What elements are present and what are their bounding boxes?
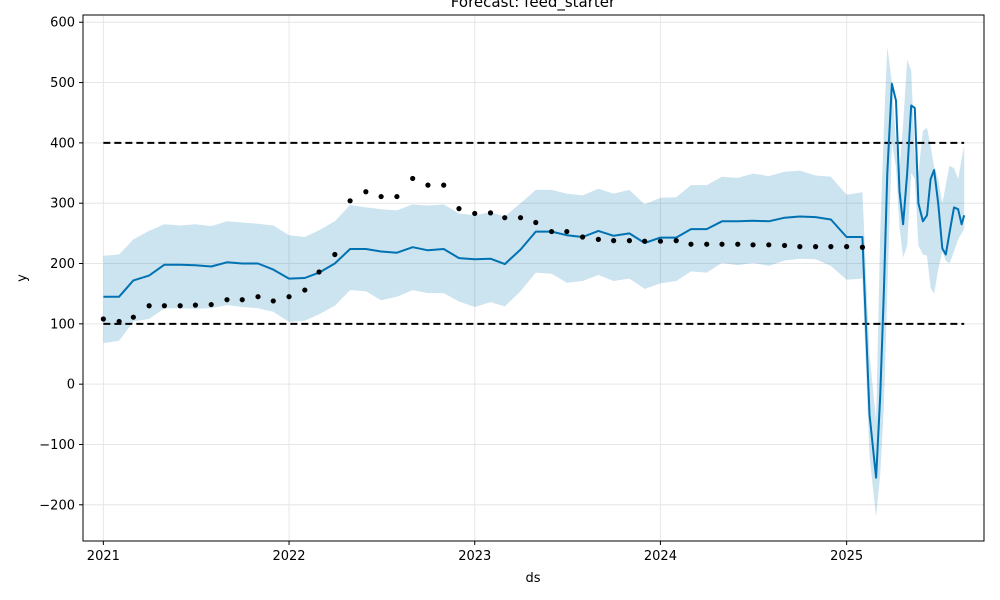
x-tick-label: 2023 (458, 549, 491, 564)
x-axis-ticks: 2021 2022 2023 2024 2025 (87, 541, 863, 564)
x-tick-label: 2025 (830, 549, 863, 564)
actual-point (626, 238, 632, 244)
x-tick-label: 2021 (87, 549, 120, 564)
y-tick-label: 300 (50, 197, 75, 212)
actual-point (332, 251, 338, 258)
actual-point (673, 238, 679, 244)
y-tick-label: 600 (50, 16, 75, 31)
chart-title: Forecast: feed_starter (451, 0, 616, 12)
actual-point (239, 297, 245, 303)
actual-point (548, 228, 555, 235)
y-tick-label: 100 (50, 317, 75, 332)
actual-point (425, 182, 431, 188)
actual-point (797, 244, 803, 250)
y-tick-label: 500 (50, 76, 75, 91)
y-axis-ticks: −200 −100 0 100 200 300 400 500 600 (39, 16, 83, 513)
actual-point (735, 241, 741, 247)
actual-point (844, 244, 850, 250)
actual-point (146, 303, 152, 309)
actual-point (394, 193, 400, 200)
actual-point (657, 238, 664, 244)
actual-point (130, 314, 136, 320)
actual-point (456, 206, 462, 212)
actual-point (517, 215, 524, 221)
actual-point (704, 241, 710, 247)
actual-point (255, 294, 261, 300)
actual-point (472, 210, 478, 217)
actual-point (441, 182, 447, 188)
actual-point (533, 219, 539, 226)
actual-point (378, 193, 384, 200)
actual-point (564, 228, 570, 235)
actual-point (688, 241, 694, 247)
actual-point (719, 241, 725, 247)
reference-lines (103, 141, 965, 325)
y-tick-label: 0 (67, 378, 75, 393)
actual-point (642, 238, 648, 244)
actual-point (208, 301, 214, 308)
actual-point (859, 244, 866, 250)
uncertainty-band (103, 46, 965, 517)
actual-point (781, 242, 788, 249)
actual-point (270, 298, 276, 304)
y-tick-label: −100 (39, 438, 75, 453)
y-axis-title: y (15, 274, 30, 282)
actual-point (611, 238, 617, 244)
actual-point (302, 287, 308, 293)
actual-point (595, 236, 601, 242)
actual-point (192, 302, 199, 308)
actual-point (224, 297, 230, 303)
actual-point (766, 242, 772, 248)
forecast-line (103, 82, 966, 479)
actual-point (161, 303, 168, 309)
actual-points (100, 175, 866, 325)
actual-point (316, 269, 322, 275)
x-axis-title: ds (525, 571, 540, 586)
y-tick-label: −200 (39, 498, 75, 513)
actual-point (116, 318, 122, 325)
y-tick-label: 200 (50, 257, 75, 272)
actual-point (410, 175, 416, 182)
x-tick-label: 2022 (272, 549, 305, 564)
actual-point (347, 198, 353, 204)
actual-point (750, 242, 756, 248)
actual-point (579, 234, 586, 240)
actual-point (487, 210, 494, 216)
actual-point (286, 294, 292, 300)
actual-point (363, 189, 369, 195)
actual-point (100, 316, 106, 322)
forecast-interval-band (103, 46, 965, 517)
grid-lines (83, 15, 984, 541)
actual-point (177, 303, 183, 309)
actual-point (813, 244, 819, 250)
x-tick-label: 2024 (644, 549, 677, 564)
actual-point (502, 215, 508, 221)
plot-frame (82, 14, 985, 542)
actual-point (828, 244, 834, 250)
y-tick-label: 400 (50, 136, 75, 151)
forecast-series (103, 82, 966, 479)
